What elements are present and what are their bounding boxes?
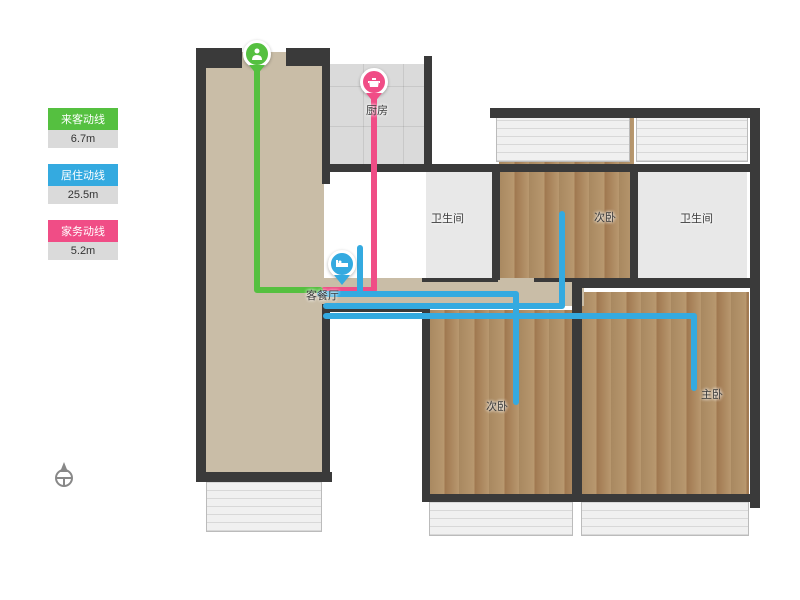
wall-segment [424, 56, 432, 172]
legend-guest: 来客动线 6.7m [48, 108, 118, 148]
legend-living-value: 25.5m [48, 186, 118, 204]
room-label-living: 客餐厅 [306, 287, 339, 303]
wall-segment [422, 278, 498, 282]
pot-marker-icon [360, 68, 388, 104]
person-marker-icon [243, 40, 271, 76]
balcony [496, 112, 630, 162]
legend-guest-label: 来客动线 [48, 108, 118, 130]
legend-guest-value: 6.7m [48, 130, 118, 148]
wall-segment [750, 108, 760, 508]
wall-segment [534, 278, 578, 282]
legend-chores-label: 家务动线 [48, 220, 118, 242]
room-label-master: 主卧 [701, 386, 723, 402]
legend-living: 居住动线 25.5m [48, 164, 118, 204]
room-label-kitchen: 厨房 [366, 102, 388, 118]
room-label-bath1: 卫生间 [431, 210, 464, 226]
room-label-bed2b: 次卧 [486, 398, 508, 414]
wall-segment [572, 278, 756, 288]
wall-segment [196, 48, 206, 478]
room-label-bed2a: 次卧 [594, 209, 616, 225]
balcony [429, 498, 573, 536]
floorplan: 客餐厅厨房卫生间次卧卫生间次卧主卧 [196, 38, 766, 563]
legend-chores: 家务动线 5.2m [48, 220, 118, 260]
room-label-bath2: 卫生间 [680, 210, 713, 226]
balcony [581, 498, 749, 536]
wall-segment [492, 164, 500, 280]
wall-segment [630, 164, 638, 280]
bed-marker-icon [328, 250, 356, 286]
wall-segment [322, 306, 330, 482]
wall-segment [424, 164, 754, 172]
wall-segment [572, 286, 582, 500]
wall-segment [490, 108, 760, 118]
room-living [206, 52, 324, 472]
legend-chores-value: 5.2m [48, 242, 118, 260]
wall-segment [322, 164, 430, 172]
legend-living-label: 居住动线 [48, 164, 118, 186]
room-master [581, 292, 749, 498]
compass-icon [48, 456, 80, 488]
balcony [636, 112, 748, 162]
wall-segment [422, 494, 758, 502]
wall-segment [196, 48, 242, 68]
wall-segment [196, 472, 332, 482]
wall-segment [422, 304, 430, 500]
room-corridor [324, 278, 584, 306]
wall-segment [322, 304, 422, 312]
legend-panel: 来客动线 6.7m 居住动线 25.5m 家务动线 5.2m [48, 108, 118, 276]
